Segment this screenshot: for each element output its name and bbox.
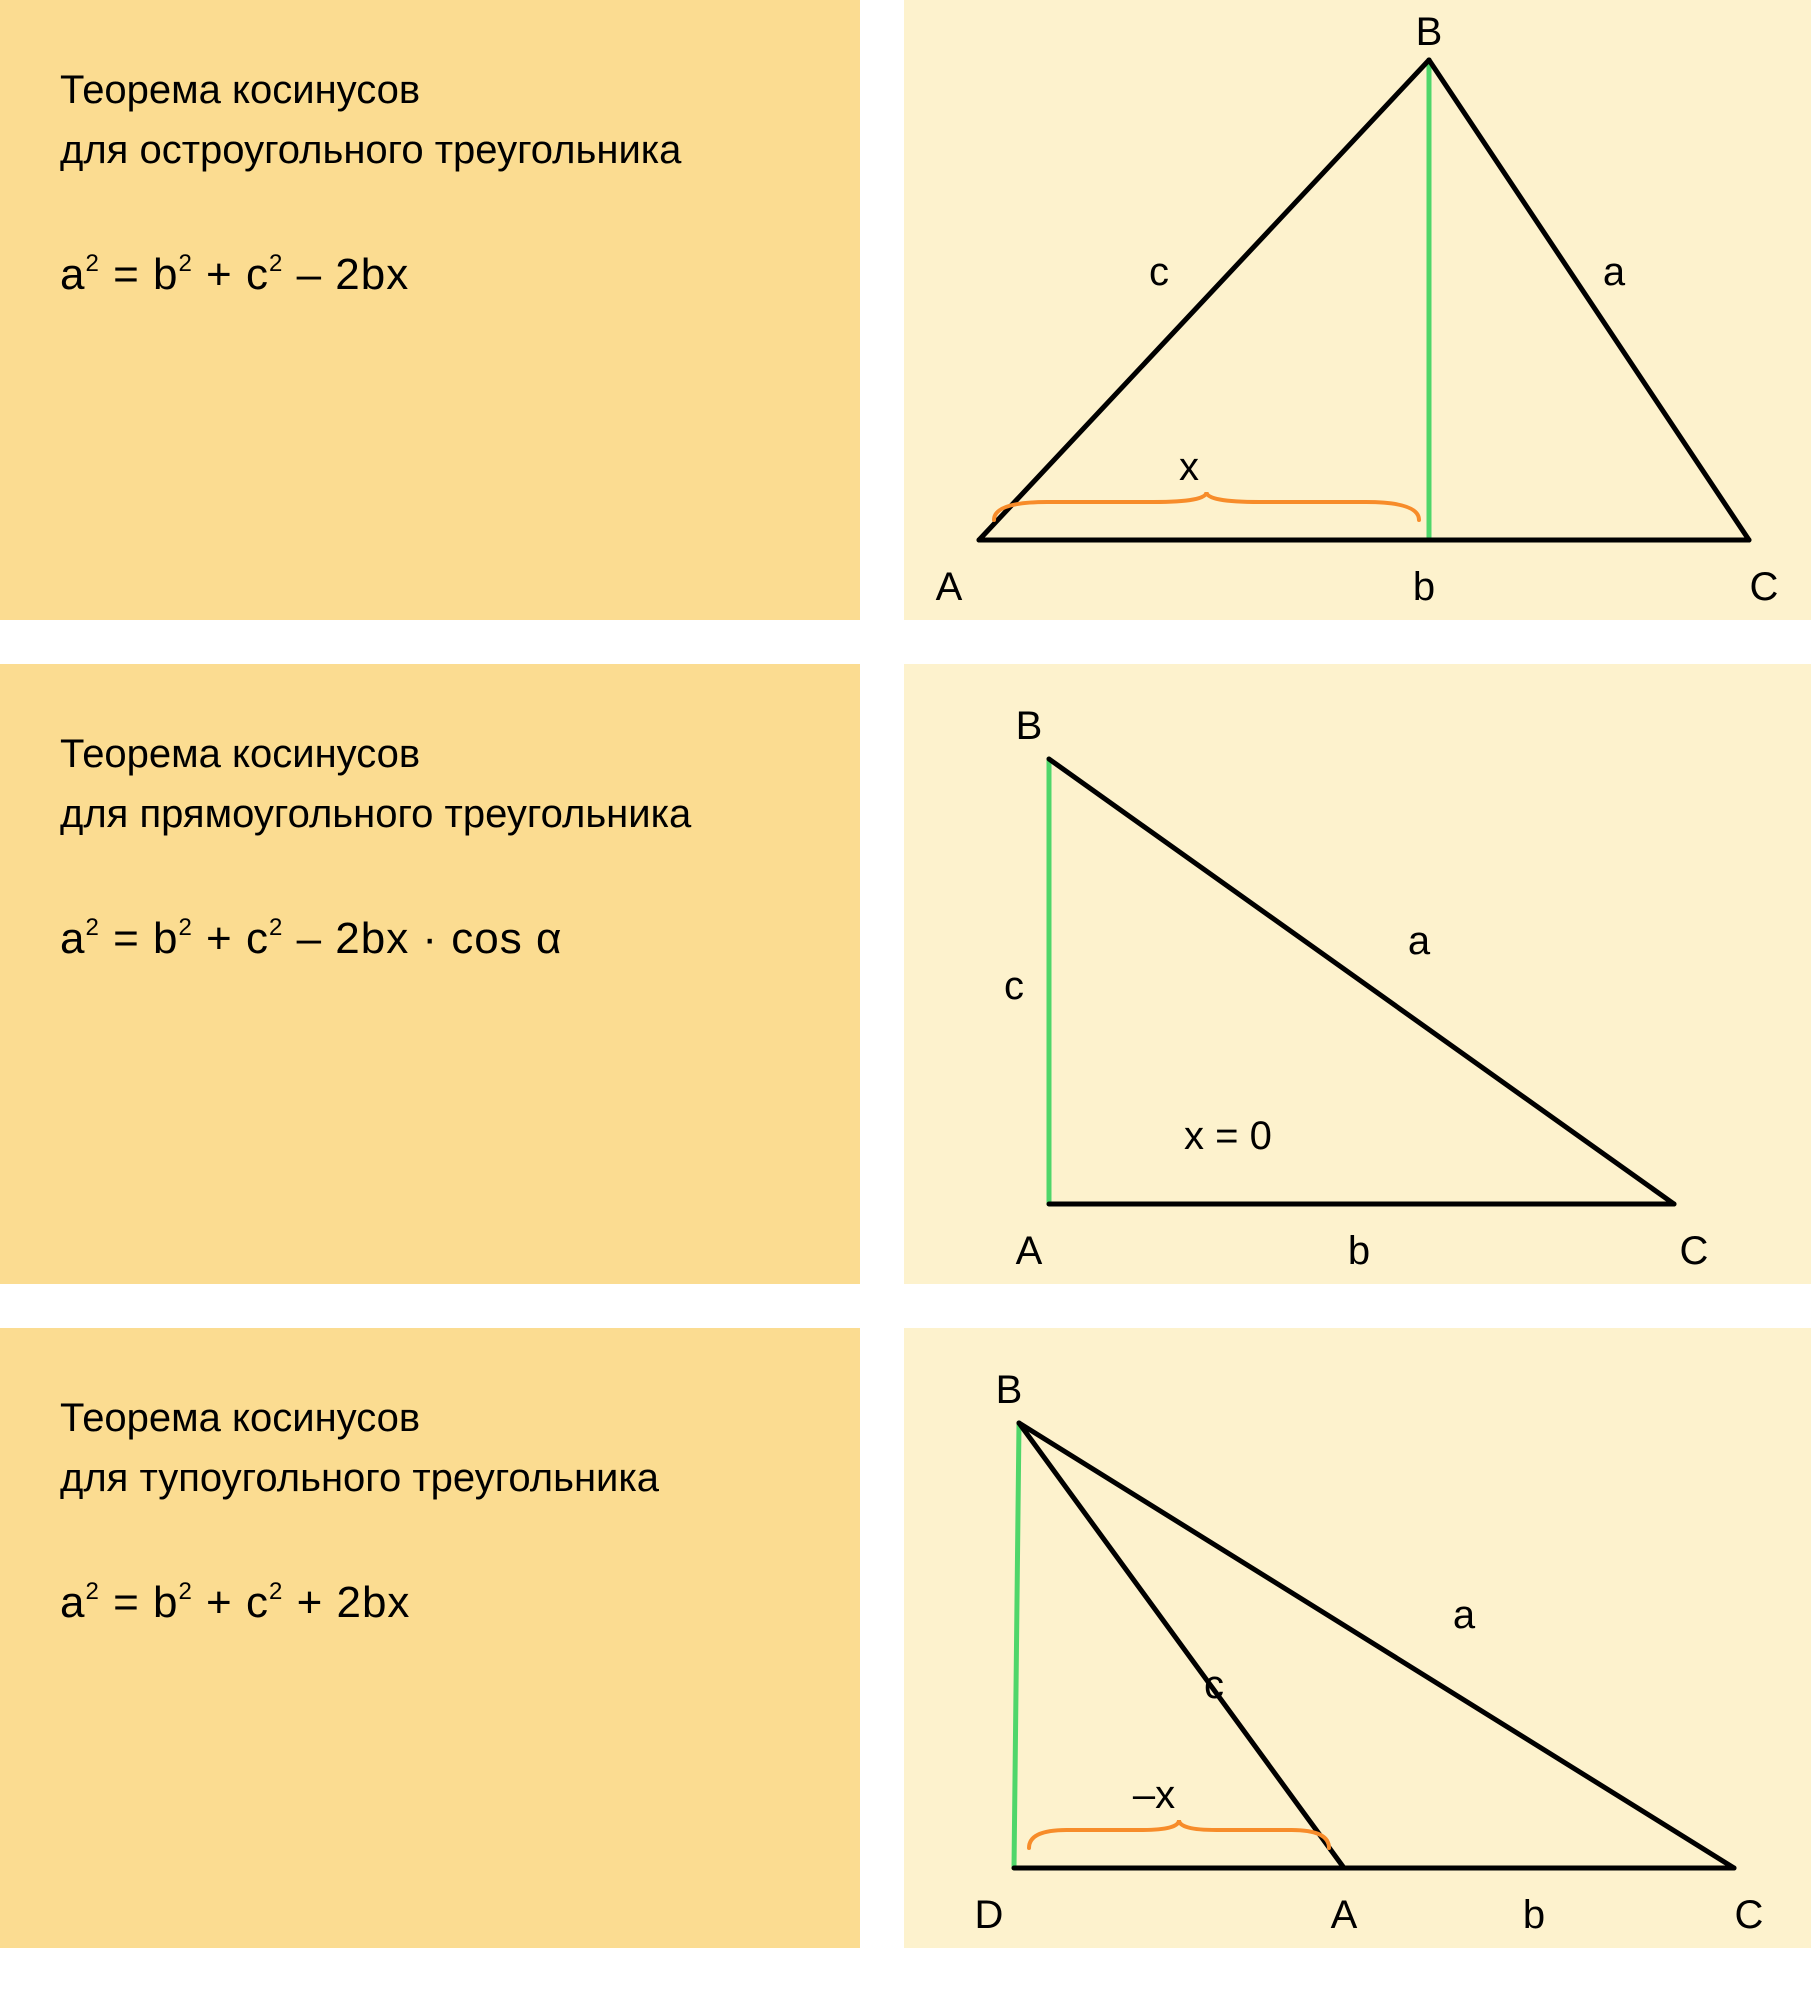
title-line-1: Теорема косинусов: [60, 1388, 800, 1448]
svg-text:C: C: [1680, 1229, 1709, 1273]
svg-text:D: D: [975, 1893, 1004, 1937]
row-acute: Теорема косинусовдля остроугольного треу…: [0, 0, 1811, 620]
panel-right-obtuse: –x c a b D A B C: [904, 1328, 1811, 1948]
svg-text:x = 0: x = 0: [1184, 1114, 1272, 1158]
formula: a2 = b2 + c2 – 2bx: [60, 250, 800, 300]
svg-text:b: b: [1348, 1229, 1370, 1273]
row-obtuse: Теорема косинусовдля тупоугольного треуг…: [0, 1328, 1811, 1948]
svg-text:a: a: [1453, 1593, 1476, 1637]
svg-text:a: a: [1408, 919, 1431, 963]
svg-text:b: b: [1413, 565, 1435, 609]
panel-left-acute: Теорема косинусовдля остроугольного треу…: [0, 0, 860, 620]
svg-text:c: c: [1004, 964, 1024, 1008]
formula: a2 = b2 + c2 – 2bx · cos α: [60, 914, 800, 964]
svg-text:–x: –x: [1133, 1773, 1175, 1817]
diagram-obtuse: –x c a b D A B C: [904, 1328, 1811, 1948]
svg-text:c: c: [1204, 1663, 1224, 1707]
svg-text:C: C: [1750, 565, 1779, 609]
svg-text:C: C: [1735, 1893, 1764, 1937]
svg-text:a: a: [1603, 250, 1626, 294]
title-line-2: для тупоугольного треугольника: [60, 1448, 800, 1508]
svg-text:A: A: [1331, 1893, 1358, 1937]
svg-text:B: B: [996, 1368, 1023, 1412]
title-line-1: Теорема косинусов: [60, 724, 800, 784]
title-line-2: для остроугольного треугольника: [60, 120, 800, 180]
diagram-right: c a b x = 0 A B C: [904, 664, 1811, 1284]
row-right: Теорема косинусовдля прямоугольного треу…: [0, 664, 1811, 1284]
svg-text:c: c: [1149, 250, 1169, 294]
formula: a2 = b2 + c2 + 2bx: [60, 1578, 800, 1628]
svg-text:A: A: [1016, 1229, 1043, 1273]
svg-text:B: B: [1416, 10, 1443, 54]
diagram-acute: x c a b A B C: [904, 0, 1811, 620]
svg-text:B: B: [1016, 704, 1043, 748]
title-line-1: Теорема косинусов: [60, 60, 800, 120]
panel-right-acute: x c a b A B C: [904, 0, 1811, 620]
panel-left-obtuse: Теорема косинусовдля тупоугольного треуг…: [0, 1328, 860, 1948]
svg-text:b: b: [1523, 1893, 1545, 1937]
svg-text:x: x: [1179, 445, 1199, 489]
svg-text:A: A: [936, 565, 963, 609]
panel-left-right: Теорема косинусовдля прямоугольного треу…: [0, 664, 860, 1284]
title-line-2: для прямоугольного треугольника: [60, 784, 800, 844]
panel-right-right: c a b x = 0 A B C: [904, 664, 1811, 1284]
